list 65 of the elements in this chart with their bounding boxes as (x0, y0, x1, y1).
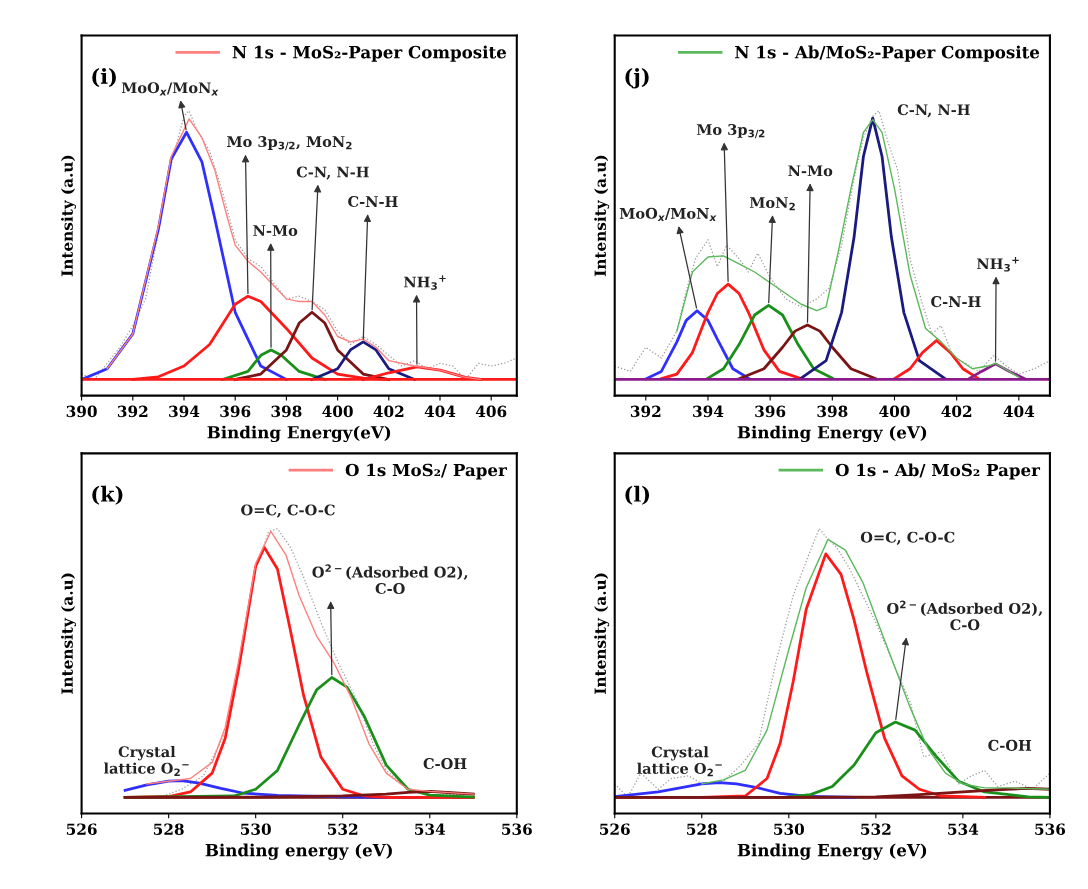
annotation: NH$_{3}$$^{+}$ (976, 257, 1019, 272)
x-axis-title: Binding energy (eV) (205, 843, 392, 860)
x-tick-label: 532 (328, 823, 358, 835)
x-tick-label: 394 (169, 405, 200, 418)
annotation: MoO$_{x}$/MoN$_{x}$ (619, 207, 717, 222)
x-tick-label: 400 (879, 405, 910, 418)
x-tick-label: 392 (117, 405, 148, 418)
annotation: Crystal lattice O$_{2}$$^{−}$ (103, 745, 189, 776)
annotation: C-N-H (348, 196, 398, 208)
x-tick-label: 532 (861, 823, 891, 835)
annotation: C-N, N-H (897, 104, 970, 118)
annotation: Mo 3p$_{3/2}$, MoN$_{2}$ (227, 136, 352, 151)
x-tick-label: 402 (373, 405, 404, 418)
x-tick-label: 390 (66, 405, 97, 418)
annotation: Mo 3p$_{3/2}$ (696, 123, 765, 139)
x-tick-label: 404 (424, 405, 456, 418)
annotation: MoN$_{2}$ (749, 197, 795, 211)
legend-label: N 1s - MoS₂-Paper Composite (232, 45, 507, 62)
annotation: NH$_{3}$$^{+}$ (403, 275, 446, 290)
annotation: O=C, C-O-C (241, 504, 335, 518)
text: (j) (625, 67, 649, 89)
x-tick-label: 526 (66, 823, 97, 835)
x-tick-label: 400 (322, 405, 353, 418)
x-tick-label: 398 (817, 405, 848, 418)
y-axis-title: Intensity (a.u) (594, 573, 610, 694)
y-axis-title: Intensity (a.u) (61, 155, 77, 277)
annotation: O$^{2−}$(Adsorbed O2), C-O (312, 564, 468, 595)
legend-label: O 1s - Ab/ MoS₂ Paper (835, 463, 1041, 480)
text: (k) (92, 485, 123, 505)
annotation: N-Mo (253, 225, 298, 236)
x-tick-label: 528 (153, 823, 184, 835)
x-axis-title: Binding Energy (eV) (737, 843, 927, 860)
y-axis-title: Intensity (a.u) (61, 573, 77, 694)
x-tick-label: 528 (687, 823, 717, 835)
x-tick-label: 402 (941, 405, 972, 418)
annotation: N-Mo (788, 165, 833, 177)
annotation: C-OH (988, 739, 1032, 751)
y-axis-title: Intensity (a.u) (594, 155, 610, 277)
x-axis-title: Binding Energy (eV) (737, 425, 927, 443)
x-tick-label: 404 (1003, 405, 1035, 418)
annotation: C-N, N-H (296, 166, 369, 180)
legend-label: N 1s - Ab/MoS₂-Paper Composite (735, 45, 1040, 62)
x-tick-label: 526 (600, 823, 630, 835)
x-tick-label: 396 (755, 405, 786, 418)
x-tick-label: 392 (630, 405, 661, 418)
x-tick-label: 406 (475, 405, 507, 418)
annotation: C-OH (423, 758, 467, 770)
x-axis-title: Binding Energy(eV) (207, 425, 391, 443)
text: (i) (92, 67, 116, 88)
x-tick-label: 394 (693, 405, 724, 418)
x-tick-label: 534 (415, 823, 446, 835)
annotation: Crystal lattice O$_{2}$$^{−}$ (637, 746, 722, 777)
x-tick-label: 530 (774, 823, 805, 835)
x-tick-label: 396 (220, 405, 251, 418)
text: (l) (625, 485, 650, 505)
legend-label: O 1s MoS₂/ Paper (345, 463, 507, 480)
x-tick-label: 398 (271, 405, 302, 418)
annotation: O$^{2−}$(Adsorbed O2), C-O (887, 600, 1042, 631)
annotation: O=C, C-O-C (860, 531, 955, 545)
x-tick-label: 536 (502, 823, 532, 835)
annotation: MoO$_{x}$/MoN$_{x}$ (121, 82, 219, 96)
x-tick-label: 534 (948, 823, 979, 835)
x-tick-label: 536 (1035, 823, 1066, 835)
x-tick-label: 530 (240, 823, 271, 835)
annotation: C-N-H (931, 296, 981, 308)
